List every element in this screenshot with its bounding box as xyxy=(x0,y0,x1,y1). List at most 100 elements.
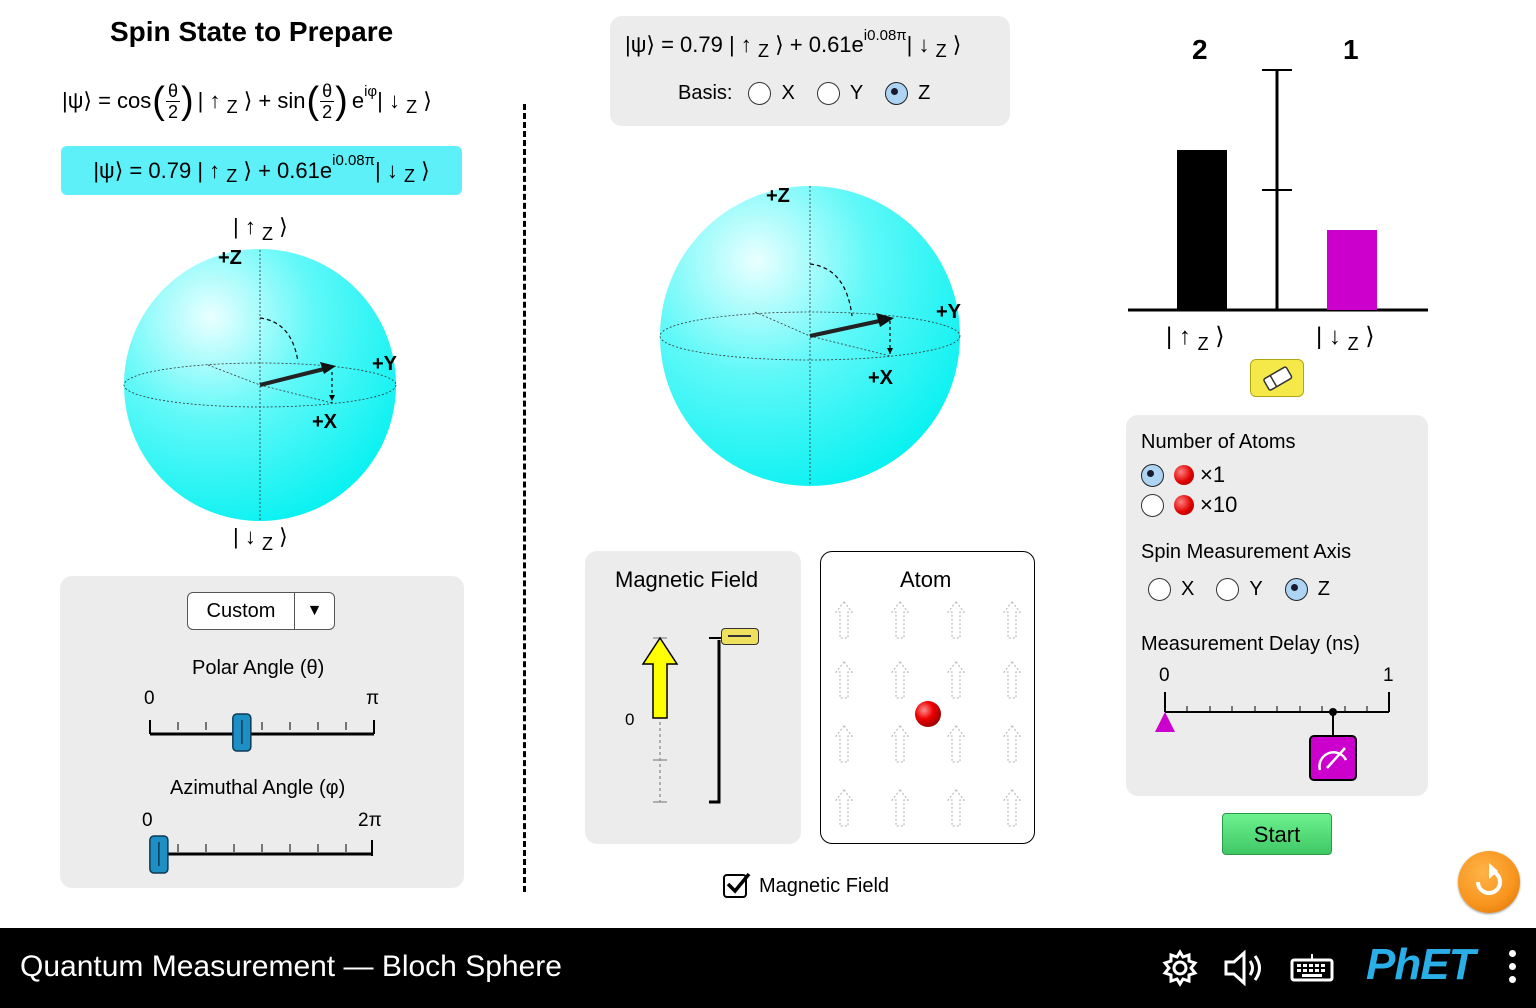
axis-radio-x[interactable] xyxy=(1148,578,1171,601)
axis-option-z: Z xyxy=(1317,578,1330,600)
atoms-radio-10[interactable] xyxy=(1141,493,1164,517)
atom-title: Atom xyxy=(900,567,952,592)
field-zero-label: 0 xyxy=(625,710,635,729)
eraser-icon xyxy=(1263,366,1293,391)
magnetic-field-checkbox-label: Magnetic Field xyxy=(759,874,890,897)
chevron-down-icon: ▼ xyxy=(306,602,323,619)
bar-down-label: | ↓ Z ⟩ xyxy=(1316,323,1375,354)
phet-navbar: Quantum Measurement — Bloch Sphere PhET xyxy=(0,928,1536,1008)
axis-radio-z[interactable] xyxy=(1284,578,1308,601)
reset-all-button[interactable] xyxy=(1458,851,1520,913)
atoms-option-10-label: ×10 xyxy=(1200,492,1238,517)
prepare-bloch-sphere: +Z +Y +X xyxy=(123,247,398,521)
magnetic-field-panel xyxy=(585,551,801,844)
spin-axis-selector: X Y Z xyxy=(1148,578,1330,601)
field-arrow-up-icon xyxy=(641,636,679,719)
axis-option-y: Y xyxy=(1249,578,1263,600)
magnetic-field-checkbox-row[interactable]: Magnetic Field xyxy=(723,872,890,898)
atoms-option-10[interactable]: ×10 xyxy=(1141,492,1237,518)
azimuthal-max-label: 2π xyxy=(358,810,382,831)
polar-min-label: 0 xyxy=(144,688,155,709)
atom-grid xyxy=(835,601,1021,827)
axis-radio-y[interactable] xyxy=(1216,578,1240,601)
sphere-up-ket-label: | ↑ Z ⟩ xyxy=(233,214,288,244)
azimuthal-angle-label: Azimuthal Angle (φ) xyxy=(170,777,346,799)
preset-dropdown[interactable]: Custom ▼ xyxy=(187,592,335,630)
basis-option-z: Z xyxy=(918,82,931,104)
measurement-bloch-sphere: +Z +Y +X xyxy=(659,185,962,486)
bar-up-label: | ↑ Z ⟩ xyxy=(1166,323,1225,354)
state-vector-head xyxy=(320,362,336,374)
magnetic-field-meter xyxy=(641,636,729,804)
polar-angle-label: Polar Angle (θ) xyxy=(192,657,325,679)
delay-start-marker-icon xyxy=(1155,712,1175,732)
number-of-atoms-label: Number of Atoms xyxy=(1141,431,1296,453)
preset-selected-value: Custom xyxy=(206,599,276,622)
plus-x-label: +X xyxy=(868,367,894,389)
azimuthal-angle-slider[interactable] xyxy=(140,832,390,877)
polar-angle-slider[interactable] xyxy=(140,710,390,755)
red-atom-icon xyxy=(1174,465,1194,485)
basis-option-y: Y xyxy=(849,82,864,104)
checkmark-icon xyxy=(726,872,751,894)
magnetic-field-slider-handle[interactable] xyxy=(721,628,759,645)
polar-slider-thumb xyxy=(232,713,252,752)
basis-option-x: X xyxy=(781,82,795,104)
basis-radio-x[interactable] xyxy=(748,82,772,105)
spin-state-title: Spin State to Prepare xyxy=(110,16,394,47)
azimuthal-slider-thumb xyxy=(149,835,169,874)
state-vector xyxy=(809,318,885,338)
basis-label: Basis: xyxy=(678,82,733,104)
plus-z-label: +Z xyxy=(766,185,790,207)
atoms-option-1[interactable]: ×1 xyxy=(1141,462,1225,488)
basis-radio-y[interactable] xyxy=(816,82,840,105)
measurement-state-panel xyxy=(610,16,1010,126)
axis-option-x: X xyxy=(1181,578,1195,600)
plus-y-label: +Y xyxy=(936,301,962,323)
count-down: 1 xyxy=(1343,34,1359,65)
magnetic-field-title: Magnetic Field xyxy=(615,567,759,592)
bar-spin-up xyxy=(1177,150,1227,310)
measurement-delay-slider[interactable] xyxy=(1150,686,1406,782)
settings-gear-icon[interactable] xyxy=(1160,948,1200,988)
sound-icon[interactable] xyxy=(1222,948,1268,988)
measurement-delay-label: Measurement Delay (ns) xyxy=(1141,633,1360,655)
state-vector-head xyxy=(876,313,894,327)
atoms-option-1-label: ×1 xyxy=(1200,462,1226,487)
start-button[interactable]: Start xyxy=(1222,813,1332,855)
prepared-state-display: |ψ⟩ = 0.79 | ↑ Z ⟩ + 0.61e i0.08π | ↓ Z ⟩ xyxy=(61,146,462,195)
atoms-radio-1[interactable] xyxy=(1141,463,1164,487)
plus-z-label: +Z xyxy=(218,247,242,269)
plus-y-label: +Y xyxy=(372,353,398,375)
plus-x-label: +X xyxy=(312,411,338,433)
delay-max-label: 1 xyxy=(1383,665,1394,686)
column-divider xyxy=(523,104,526,892)
reset-icon xyxy=(1476,863,1502,895)
measurement-histogram xyxy=(1128,69,1428,312)
bar-spin-down xyxy=(1327,230,1377,310)
delay-slider-thumb xyxy=(1309,708,1357,781)
state-vector xyxy=(259,366,329,387)
measured-state-display: |ψ⟩ = 0.79 | ↑ Z ⟩ + 0.61e i0.08π | ↓ Z ⟩ xyxy=(625,26,962,61)
atom-panel xyxy=(820,551,1035,844)
azimuthal-min-label: 0 xyxy=(142,810,153,831)
sim-title: Quantum Measurement — Bloch Sphere xyxy=(20,950,562,983)
magnetic-field-checkbox[interactable] xyxy=(723,872,751,898)
psi-cos-text: |ψ⟩ = cos xyxy=(62,88,152,113)
keyboard-icon[interactable] xyxy=(1290,952,1334,984)
eraser-button[interactable] xyxy=(1250,359,1304,397)
polar-max-label: π xyxy=(366,688,380,709)
more-options-icon[interactable] xyxy=(1508,950,1518,990)
atom-ball xyxy=(915,701,941,727)
delay-min-label: 0 xyxy=(1159,665,1170,686)
spin-axis-label: Spin Measurement Axis xyxy=(1141,541,1352,563)
sphere-down-ket-label: | ↓ Z ⟩ xyxy=(233,524,288,554)
phet-logo[interactable]: PhET xyxy=(1366,940,1475,989)
red-atom-icon xyxy=(1174,495,1194,515)
basis-radio-z[interactable] xyxy=(885,82,909,105)
basis-selector: Basis: X Y Z xyxy=(678,82,930,105)
count-up: 2 xyxy=(1192,34,1208,65)
